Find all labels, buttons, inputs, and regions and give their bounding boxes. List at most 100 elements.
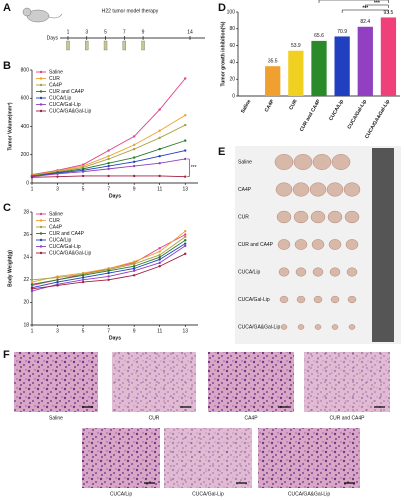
legend-marker (39, 77, 43, 80)
tumor (274, 154, 294, 170)
tumor (344, 210, 360, 224)
point (107, 164, 110, 168)
y-tick-label: 40 (229, 60, 235, 66)
y-tick-label: 100 (227, 9, 236, 15)
syringe (103, 40, 108, 51)
legend-marker (39, 212, 43, 216)
point (158, 129, 161, 132)
point (184, 77, 187, 80)
day-label: 9 (142, 29, 145, 35)
legend-label: CA4P (49, 224, 63, 230)
point (184, 242, 187, 245)
point (184, 244, 187, 248)
tumor (328, 239, 342, 250)
point (132, 269, 136, 272)
legend-marker (39, 96, 43, 100)
legend-marker (39, 238, 43, 242)
panel-label: B (3, 60, 11, 72)
x-tick-label: 1 (31, 186, 34, 192)
tumor (345, 239, 359, 250)
tumor (343, 182, 361, 197)
legend-marker (39, 70, 43, 74)
day-label: 1 (67, 29, 70, 35)
row-label: Saline (238, 159, 252, 165)
x-axis-title: Days (109, 335, 121, 341)
point (30, 289, 34, 293)
histology-overlay (304, 352, 390, 412)
timeline-days: 1 3 5 7 9 14 (66, 29, 193, 51)
x-axis-title: Days (109, 193, 121, 199)
point (132, 160, 136, 164)
y-axis-title: Tumor Volume(mm³) (7, 102, 13, 150)
legend-label: CUR (49, 76, 60, 82)
row-label: CUR (238, 214, 249, 220)
tumor (310, 210, 326, 224)
y-tick-label: 28 (23, 209, 29, 215)
point (81, 274, 85, 277)
bar (334, 36, 350, 96)
point (158, 162, 161, 165)
legend-marker (39, 83, 43, 87)
tumor (275, 182, 293, 197)
legend-label: CUCA/GA&Gal-Lip (49, 108, 91, 114)
point (81, 276, 85, 279)
legend-marker (39, 90, 43, 93)
y-tick-label: 20 (23, 300, 29, 306)
x-tick-label: Saline (240, 98, 253, 114)
legend-label: CUR and CA4P (49, 231, 85, 237)
legend-marker (39, 251, 43, 255)
bar (311, 40, 327, 96)
x-tick-label: CUR and CA4P (299, 98, 322, 133)
point (81, 170, 85, 173)
histology-overlay (112, 352, 196, 412)
histology-overlay (164, 428, 252, 488)
value-label: 53.9 (291, 43, 301, 49)
legend-marker (39, 219, 43, 222)
tumor (312, 154, 332, 170)
legend-label: CUCA/Gal-Lip (49, 244, 81, 250)
tumor (314, 324, 322, 330)
annotation: *** (351, 0, 357, 1)
y-tick-label: 600 (21, 96, 30, 102)
point (56, 280, 59, 284)
value-label: 82.4 (360, 19, 370, 25)
tumor (279, 295, 289, 304)
bracket (318, 0, 389, 3)
x-tick-label: 11 (157, 328, 162, 334)
value-label: 65.6 (314, 33, 324, 39)
tumor (327, 210, 343, 224)
legend-marker (39, 103, 43, 106)
panel-label: F (3, 349, 10, 361)
y-tick-label: 0 (26, 180, 29, 186)
tumor (277, 239, 291, 250)
annotation: *** (362, 5, 368, 11)
syringe (85, 40, 89, 51)
point (107, 167, 110, 171)
bar (288, 50, 304, 96)
point (107, 278, 110, 281)
point (56, 172, 59, 176)
caption: CUCA/Gal-Lip (192, 491, 224, 497)
point (30, 280, 34, 284)
point (184, 114, 187, 117)
x-tick-label: 5 (82, 328, 85, 334)
x-tick-label: 5 (82, 186, 85, 192)
tumor (311, 239, 325, 250)
legend-label: CUR (49, 218, 60, 224)
tumor (346, 267, 358, 277)
point (107, 157, 110, 161)
histology-overlay (258, 428, 360, 488)
tumor (309, 182, 327, 197)
syringe (141, 40, 145, 51)
point (56, 276, 59, 279)
point (132, 147, 136, 151)
point (107, 162, 110, 165)
row-label: CUCA/Gal-Lip (238, 297, 270, 303)
y-tick-label: 60 (229, 43, 235, 49)
value-label: 70.9 (337, 29, 347, 35)
tumor (293, 210, 309, 224)
point (81, 280, 85, 284)
y-tick-label: 22 (23, 277, 29, 283)
point (107, 275, 110, 278)
x-tick-label: CUCA/Lip (328, 99, 345, 122)
